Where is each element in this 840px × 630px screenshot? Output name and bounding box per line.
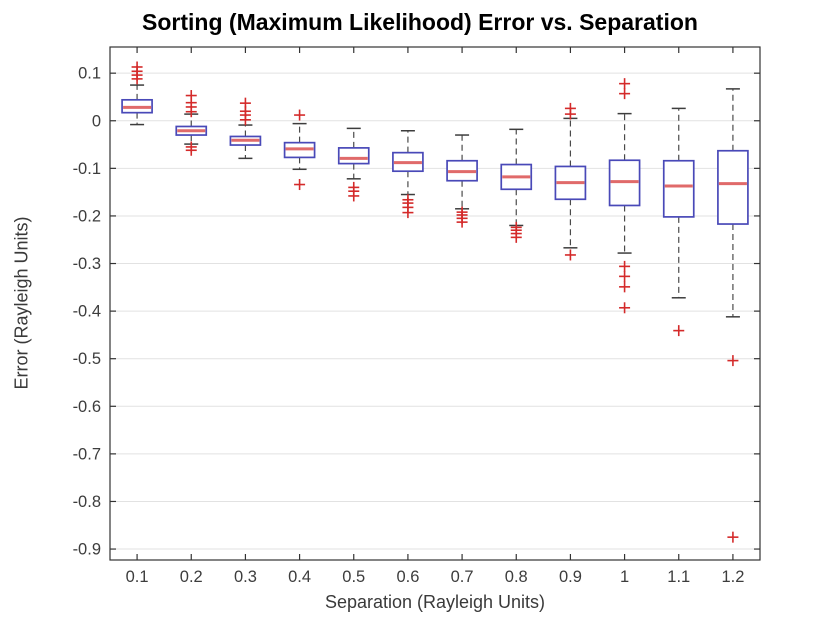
y-tick-label: -0.8 (73, 493, 101, 511)
x-tick-label: 0.3 (234, 568, 257, 586)
box (337, 147, 370, 165)
x-tick-label: 0.4 (288, 568, 311, 586)
y-tick-label: -0.1 (73, 160, 101, 178)
chart-title: Sorting (Maximum Likelihood) Error vs. S… (142, 9, 698, 35)
x-tick-label: 0.7 (451, 568, 474, 586)
x-tick-label: 1 (620, 568, 629, 586)
x-tick-label: 0.1 (126, 568, 149, 586)
y-tick-label: -0.3 (73, 255, 101, 273)
y-tick-label: -0.2 (73, 207, 101, 225)
x-tick-label: 0.5 (342, 568, 365, 586)
x-tick-label: 0.9 (559, 568, 582, 586)
axes-border (109, 46, 761, 561)
y-tick-label: -0.5 (73, 350, 101, 368)
box (662, 159, 695, 218)
x-tick-label: 1.2 (721, 568, 744, 586)
x-tick-label: 0.2 (180, 568, 203, 586)
y-tick-label: -0.4 (73, 303, 101, 321)
x-axis-label: Separation (Rayleigh Units) (324, 592, 546, 612)
y-tick-label: -0.7 (73, 445, 101, 463)
box (717, 149, 749, 225)
y-tick-label: -0.9 (73, 541, 101, 559)
y-tick-label: -0.6 (73, 398, 101, 416)
y-tick-label: 0.1 (78, 65, 101, 83)
x-tick-label: 0.6 (396, 568, 419, 586)
x-tick-label: 1.1 (667, 568, 690, 586)
y-axis-label: Error (Rayleigh Units) (11, 216, 32, 390)
y-tick-label: 0 (92, 112, 101, 130)
x-tick-label: 0.8 (505, 568, 528, 586)
